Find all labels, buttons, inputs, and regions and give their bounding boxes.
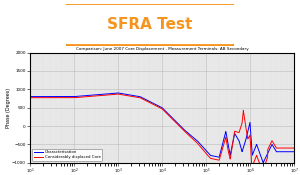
Text: SFRA Test: SFRA Test (107, 17, 193, 32)
Characterisation (58, 96, 62, 98)
Considerably displaced Core (116, 93, 120, 95)
Characterisation (116, 92, 120, 94)
FancyBboxPatch shape (58, 4, 242, 46)
Considerably displaced Core (74, 96, 78, 99)
Considerably displaced Core (58, 97, 62, 99)
Characterisation (74, 95, 78, 97)
Considerably displaced Core (250, 173, 254, 175)
Characterisation (130, 94, 133, 96)
Considerably displaced Core (130, 95, 133, 97)
Characterisation (259, 154, 262, 156)
Y-axis label: Phase (Degrees): Phase (Degrees) (6, 88, 10, 128)
Characterisation (28, 96, 32, 98)
Characterisation (287, 151, 291, 153)
Considerably displaced Core (287, 147, 291, 149)
Considerably displaced Core (259, 164, 262, 166)
Considerably displaced Core (292, 147, 296, 149)
Characterisation (261, 162, 265, 164)
Title: Comparison: June 2007 Core Displacement - Measurement Terminals: AB Secondary: Comparison: June 2007 Core Displacement … (76, 47, 248, 51)
Considerably displaced Core (141, 98, 145, 100)
Characterisation (292, 151, 296, 153)
Characterisation (141, 97, 145, 99)
Considerably displaced Core (28, 97, 32, 99)
Line: Characterisation: Characterisation (30, 93, 294, 163)
Legend: Characterisation, Considerably displaced Core: Characterisation, Considerably displaced… (32, 149, 102, 161)
Line: Considerably displaced Core: Considerably displaced Core (30, 94, 294, 174)
